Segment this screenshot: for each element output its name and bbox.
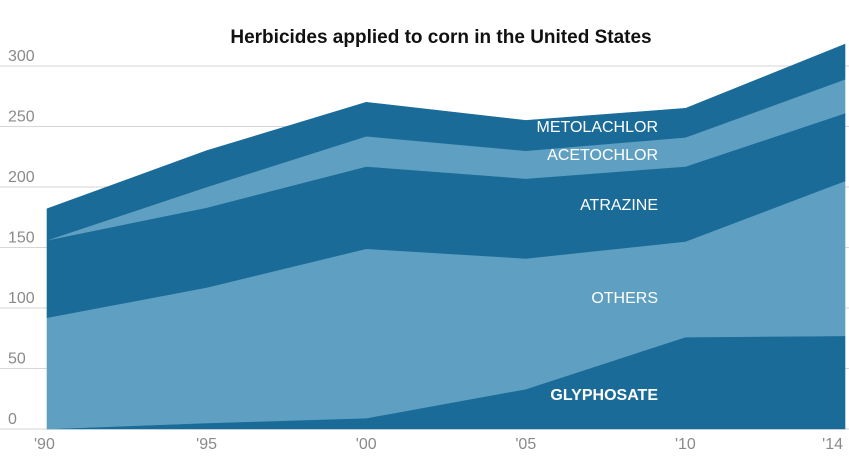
y-tick-label: 100 (8, 290, 35, 307)
series-label-metolachlor: METOLACHLOR (536, 119, 658, 136)
series-label-glyphosate: GLYPHOSATE (550, 387, 658, 404)
series-label-others: OTHERS (591, 290, 658, 307)
series-areas (46, 43, 846, 430)
y-tick-label: 200 (8, 169, 35, 186)
y-tick-label: 150 (8, 230, 35, 247)
y-tick-label: 50 (8, 351, 26, 368)
y-tick-label: 0 (8, 411, 17, 428)
y-tick-labels: 0 50 100 150 200 250 300 (8, 48, 35, 428)
series-labels: GLYPHOSATE OTHERS ATRAZINE ACETOCHLOR METOLA… (536, 119, 658, 404)
x-tick-label: '10 (675, 436, 696, 453)
y-tick-label: 300 (8, 48, 35, 65)
x-tick-labels: '90 '95 '00 '05 '10 '14 (34, 436, 843, 453)
series-label-acetochlor: ACETOCHLOR (547, 147, 658, 164)
series-area-metolachlor (46, 43, 846, 241)
x-tick-label: '90 (34, 436, 55, 453)
y-tick-label: 250 (8, 109, 35, 126)
x-tick-label: '14 (822, 436, 843, 453)
x-tick-label: '95 (196, 436, 217, 453)
chart-title: Herbicides applied to corn in the United… (230, 27, 651, 48)
x-tick-label: '00 (356, 436, 377, 453)
series-label-atrazine: ATRAZINE (580, 197, 658, 214)
x-tick-label: '05 (515, 436, 536, 453)
